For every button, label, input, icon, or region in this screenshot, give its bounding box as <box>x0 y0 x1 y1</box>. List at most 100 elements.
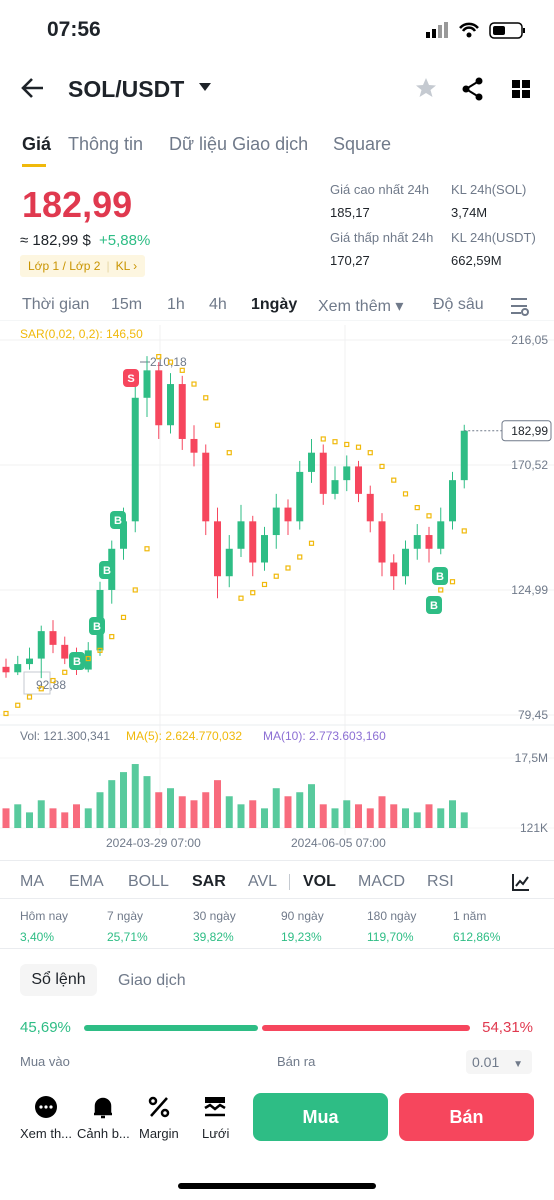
indicator[interactable]: SAR <box>192 873 226 890</box>
signal-marker <box>89 617 105 635</box>
chart: SAR(0,02, 0,2): 146,50 Vol: 121.300,341 … <box>0 320 554 850</box>
sar-dot <box>85 655 91 662</box>
volume-bar <box>73 804 80 828</box>
y-tick-label: 170,52 <box>511 458 548 472</box>
sar-dot <box>297 554 303 560</box>
candle-body <box>214 521 221 577</box>
signal-marker <box>99 561 115 579</box>
back[interactable] <box>20 76 46 100</box>
step[interactable]: 0.01 ▼ <box>466 1050 532 1074</box>
perf-label: 30 ngày <box>193 909 236 923</box>
indicator[interactable]: VOL <box>303 873 336 890</box>
perf-value: 19,23% <box>281 930 322 944</box>
stat-value: 170,27 <box>330 253 370 268</box>
pair[interactable]: SOL/USDT <box>68 76 185 102</box>
indicator[interactable]: AVL <box>248 873 278 890</box>
y-tick-label: 79,45 <box>518 708 548 722</box>
volume-bar <box>167 788 174 828</box>
candle-body <box>355 466 362 494</box>
volume-bar <box>460 812 468 828</box>
sell-button[interactable]: Bán <box>399 1093 534 1141</box>
stat-label: Giá thấp nhất 24h <box>330 230 434 245</box>
tab[interactable]: Giá <box>22 134 52 154</box>
sar-dot <box>167 359 174 365</box>
perf-label: 180 ngày <box>367 909 417 923</box>
ma10-legend: MA(10): 2.773.603,160 <box>263 729 386 743</box>
volume-bar <box>437 808 445 828</box>
interval[interactable]: Thời gian <box>22 296 90 313</box>
candle-body <box>308 452 315 472</box>
tool[interactable]: Margin <box>139 1126 179 1141</box>
indicator[interactable]: MA <box>20 873 44 890</box>
signal-marker <box>432 567 448 585</box>
indicator[interactable]: RSI <box>427 873 454 890</box>
change: +5,88% <box>99 232 151 249</box>
divider <box>0 860 554 861</box>
tool[interactable]: Cảnh b... <box>77 1126 130 1141</box>
tool[interactable]: Lưới <box>202 1126 230 1141</box>
sar-dot <box>62 669 68 675</box>
interval[interactable]: 1ngày <box>251 296 298 313</box>
interval[interactable]: 4h <box>209 296 227 313</box>
volume-bar <box>296 792 304 828</box>
sar-dot <box>426 513 432 519</box>
orderbook-tab[interactable]: Sổ lệnh <box>20 964 97 996</box>
home-indicator <box>178 1183 376 1189</box>
sar-dot <box>120 614 127 621</box>
interval[interactable]: 15m <box>111 296 143 313</box>
candle-body <box>378 521 386 563</box>
volume-bar <box>96 792 104 828</box>
indicator[interactable]: EMA <box>69 873 104 890</box>
volume-bar <box>84 808 92 828</box>
tab[interactable]: Square <box>333 134 392 154</box>
sar-dot <box>461 528 467 534</box>
interval[interactable]: Xem thêm ▾ <box>318 298 404 315</box>
sar-dot <box>97 647 103 653</box>
signal-label: B <box>93 621 101 633</box>
buy-button[interactable]: Mua <box>253 1093 388 1141</box>
tab[interactable]: Dữ liệu Giao dịch <box>169 134 309 154</box>
stat-value: 185,17 <box>330 205 370 220</box>
sar-dot <box>308 540 315 546</box>
date-label: 2024-03-29 07:00 <box>106 836 201 850</box>
clock: 07:56 <box>47 18 101 41</box>
perf-value: 25,71% <box>107 930 148 944</box>
y-tick-label: 124,99 <box>511 583 548 597</box>
badge-text: Lớp 1 / Lớp 2 <box>28 259 101 273</box>
volume-bar <box>355 804 362 828</box>
header-icons[interactable] <box>414 76 534 102</box>
indicator[interactable]: MACD <box>358 873 406 890</box>
sar-dot <box>238 595 244 601</box>
current-label: 182,99 <box>511 424 548 438</box>
sar-dot <box>156 354 162 360</box>
interval[interactable]: Độ sâu <box>433 296 484 313</box>
settings-icon[interactable] <box>508 296 530 316</box>
orderbook-tab[interactable]: Giao dịch <box>118 972 186 989</box>
sar-dot <box>191 381 197 387</box>
stat-value: 3,74M <box>451 205 488 220</box>
sar-dot <box>250 590 256 596</box>
sar-dot <box>26 694 33 700</box>
indicator[interactable]: BOLL <box>128 873 169 890</box>
tool[interactable]: Xem th... <box>20 1126 73 1141</box>
sar-dot <box>285 565 291 571</box>
candle-body <box>402 548 409 577</box>
badge[interactable]: Lớp 1 / Lớp 2 | KL › <box>20 255 146 277</box>
sar-dot <box>379 463 385 470</box>
candle-body <box>155 370 163 426</box>
candle-body <box>120 521 127 549</box>
perf-label: 90 ngày <box>281 909 324 923</box>
buy-label: Mua vào <box>20 1054 70 1069</box>
volume-bar <box>425 804 433 828</box>
volume-bar <box>378 796 386 828</box>
volume-bar <box>413 812 421 828</box>
volume-bar <box>49 808 57 828</box>
tab[interactable]: Thông tin <box>68 134 144 154</box>
sar-dot <box>449 579 456 585</box>
candle-body <box>343 466 351 481</box>
v-tick-label: 121K <box>520 821 548 835</box>
candle-body <box>272 507 280 536</box>
sar-dot <box>226 450 232 456</box>
interval[interactable]: 1h <box>167 296 185 313</box>
indicator-settings[interactable] <box>511 872 531 892</box>
